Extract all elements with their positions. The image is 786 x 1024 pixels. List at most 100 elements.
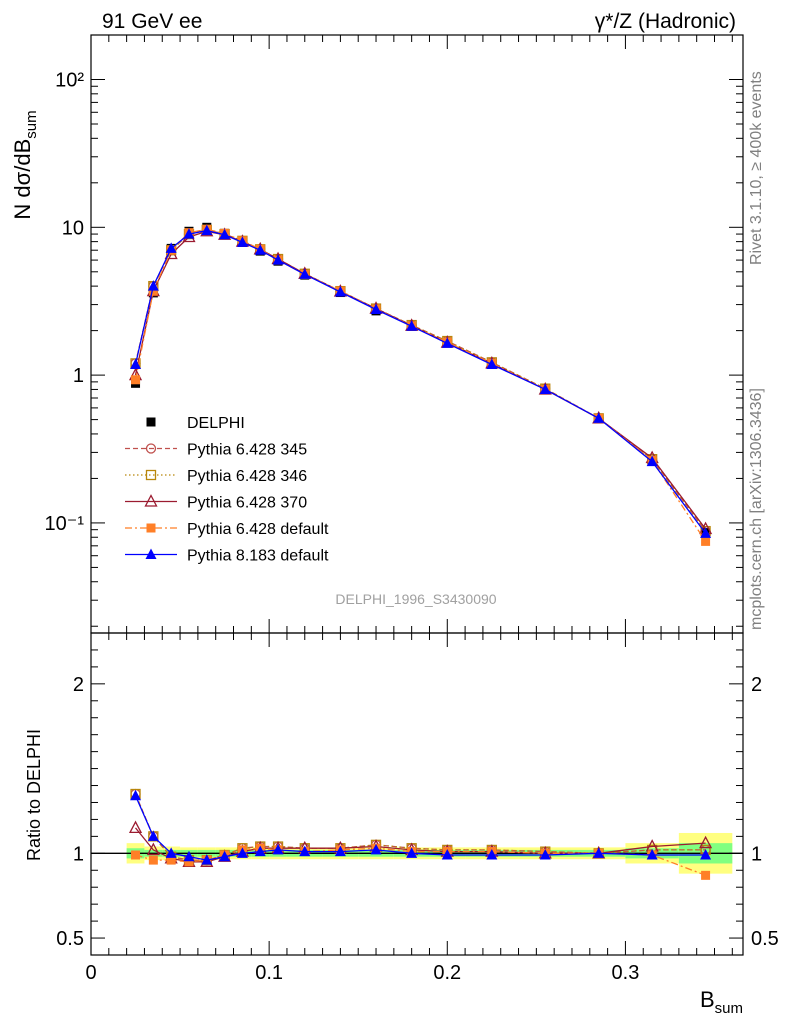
data-point: [646, 455, 658, 467]
y-tick-label: 10: [62, 217, 84, 239]
legend-marker: [145, 548, 157, 559]
analysis-id: DELPHI_1996_S3430090: [335, 591, 496, 607]
y-tick-label: 10²: [55, 69, 84, 91]
legend-marker: [144, 494, 158, 507]
ratio-point: [593, 847, 605, 858]
series-line: [134, 229, 707, 532]
plot-frame: [90, 632, 744, 956]
legend-entry-delphi: DELPHI: [146, 415, 245, 432]
header-right: γ*/Z (Hadronic): [595, 10, 736, 33]
legend-label: Pythia 6.428 default: [187, 521, 329, 538]
ratio-series-pythia-8-183-default: [130, 789, 712, 865]
series-pythia-8-183-default: [130, 224, 712, 538]
y-tick-label-right: 0.5: [751, 928, 779, 950]
legend-label: Pythia 6.428 370: [187, 495, 307, 512]
data-point: [165, 242, 177, 253]
legend-entry-pythia-6-428-370: Pythia 6.428 370: [125, 494, 307, 512]
data-point: [370, 303, 382, 314]
legend-entry-pythia-6-428-default: Pythia 6.428 default: [125, 521, 329, 538]
rivet-version-label: Rivet 3.1.10, ≥ 400k events: [748, 71, 765, 265]
mcplots-label: mcplots.cern.ch [arXiv:1306.3436]: [748, 388, 765, 630]
ratio-point: [272, 843, 284, 855]
ratio-point: [646, 849, 658, 860]
data-point: [299, 268, 311, 279]
legend-label: Pythia 6.428 346: [187, 468, 307, 485]
ratio-point: [700, 849, 712, 860]
x-tick-label: 0: [85, 962, 96, 984]
ratio-point: [219, 850, 231, 862]
data-point: [148, 286, 158, 296]
ratio-point: [184, 857, 194, 867]
ratio-point: [299, 845, 311, 857]
data-point: [219, 228, 231, 240]
series-line: [134, 229, 707, 532]
legend-entry-pythia-8-183-default: Pythia 8.183 default: [125, 548, 329, 565]
series-pythia-6-428-346: [130, 224, 711, 537]
ratio-point: [165, 847, 177, 858]
series-pythia-6-428-345: [130, 224, 711, 537]
main-panel: 10² 10 1 10⁻¹: [45, 34, 744, 634]
ratio-point: [146, 842, 160, 856]
legend: DELPHI Pythia 6.428 345 Pythia 6.428 346 Py…: [125, 415, 329, 565]
y-tick-label: 10⁻¹: [45, 513, 85, 535]
legend-marker: [146, 523, 156, 533]
y-tick-label: 1: [73, 365, 84, 387]
x-tick-label: 0.2: [433, 962, 461, 984]
ratio-point: [131, 850, 141, 860]
data-point: [130, 358, 142, 369]
y-tick-label-right: 1: [751, 843, 762, 865]
legend-marker: [146, 417, 156, 427]
data-point: [201, 224, 213, 236]
x-tick-label: 0.3: [612, 962, 640, 984]
data-point: [539, 383, 551, 394]
data-point: [700, 527, 712, 538]
ratio-point: [701, 870, 711, 880]
ratio-point: [183, 850, 195, 862]
series-delphi: [131, 222, 711, 538]
data-point: [131, 375, 141, 385]
ratio-series-pythia-6-428-370: [128, 820, 713, 867]
data-point: [272, 254, 284, 265]
ratio-y-axis-label: Ratio to DELPHI: [24, 729, 44, 861]
y-tick-label-right: 2: [751, 674, 762, 696]
legend-entry-pythia-6-428-346: Pythia 6.428 346: [125, 468, 307, 485]
ratio-point: [370, 843, 382, 855]
legend-marker: [145, 469, 157, 481]
data-point: [254, 244, 266, 255]
ratio-point: [166, 855, 176, 865]
data-point: [701, 536, 711, 546]
legend-label: Pythia 6.428 345: [187, 442, 307, 459]
x-tick-label: 0.1: [255, 962, 283, 984]
y-tick-label: 1: [73, 843, 84, 865]
ratio-point: [486, 849, 498, 860]
y-tick-label: 2: [73, 674, 84, 696]
ratio-point: [334, 845, 346, 857]
x-axis-label: Bsum: [700, 987, 743, 1017]
series-line: [134, 229, 707, 534]
main-y-axis-label: N dσ/dBsum: [10, 110, 40, 219]
data-point: [406, 320, 418, 331]
data-point: [334, 286, 346, 297]
data-point: [183, 228, 195, 239]
ratio-point: [699, 835, 713, 849]
ratio-point: [254, 845, 266, 857]
legend-label: Pythia 8.183 default: [187, 548, 329, 565]
data-point: [593, 412, 605, 423]
ratio-point: [128, 820, 143, 834]
ratio-point: [148, 855, 158, 865]
legend-marker: [145, 443, 157, 454]
ratio-panel: 2 21 10.5 0.50 0.1 0.2 0.3: [56, 632, 779, 984]
ratio-point: [539, 849, 551, 860]
data-point: [486, 358, 498, 369]
y-tick-label: 0.5: [56, 928, 84, 950]
ratio-point: [236, 847, 248, 858]
svg-text:N dσ/dBsum: N dσ/dBsum: [10, 110, 40, 219]
data-point: [236, 236, 248, 247]
ratio-point: [441, 849, 453, 860]
ratio-point: [201, 854, 213, 865]
series-pythia-6-428-370: [128, 223, 713, 535]
svg-text:Bsum: Bsum: [700, 987, 743, 1017]
data-point: [441, 337, 453, 348]
ratio-point: [406, 847, 418, 858]
